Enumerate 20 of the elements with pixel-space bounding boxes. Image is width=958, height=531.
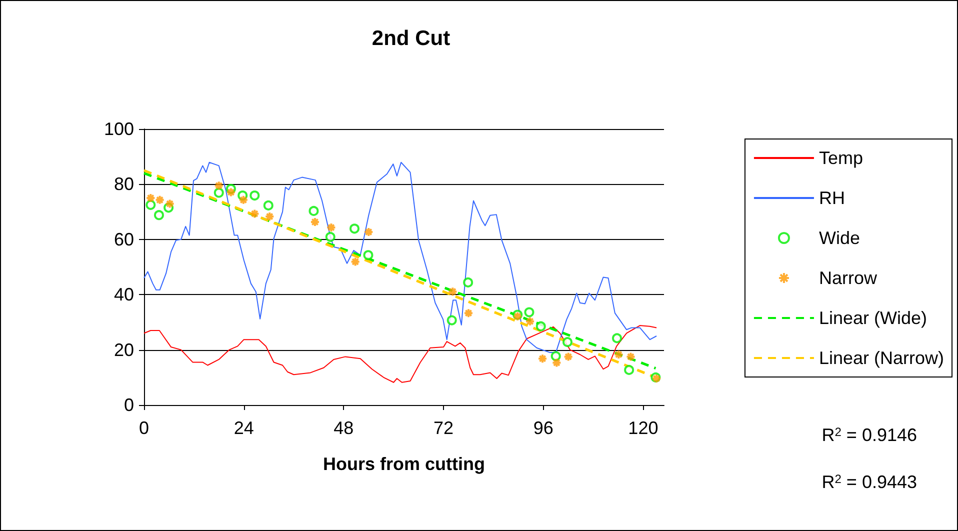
legend-label: Wide <box>818 228 860 248</box>
x-tick-label: 24 <box>234 418 254 438</box>
x-tick-label: 72 <box>434 418 454 438</box>
legend-label: Temp <box>818 148 863 168</box>
legend-label: Narrow <box>818 268 878 288</box>
legend-label: Linear (Narrow) <box>818 348 944 368</box>
x-tick-label: 48 <box>334 418 354 438</box>
legend-label: RH <box>818 188 845 208</box>
x-axis-title: Hours from cutting <box>323 454 485 474</box>
chart-title: 2nd Cut <box>372 27 450 50</box>
y-tick-label: 80 <box>114 174 134 194</box>
y-tick-label: 40 <box>114 284 134 305</box>
x-tick-label: 120 <box>628 418 658 438</box>
legend-label: Linear (Wide) <box>818 308 928 328</box>
y-tick-label: 100 <box>104 119 134 139</box>
y-tick-label: 0 <box>124 395 134 415</box>
x-tick-label: 0 <box>138 418 150 438</box>
y-tick-label: 20 <box>114 340 134 360</box>
y-tick-label: 60 <box>114 229 134 250</box>
x-tick-label: 96 <box>533 418 554 438</box>
